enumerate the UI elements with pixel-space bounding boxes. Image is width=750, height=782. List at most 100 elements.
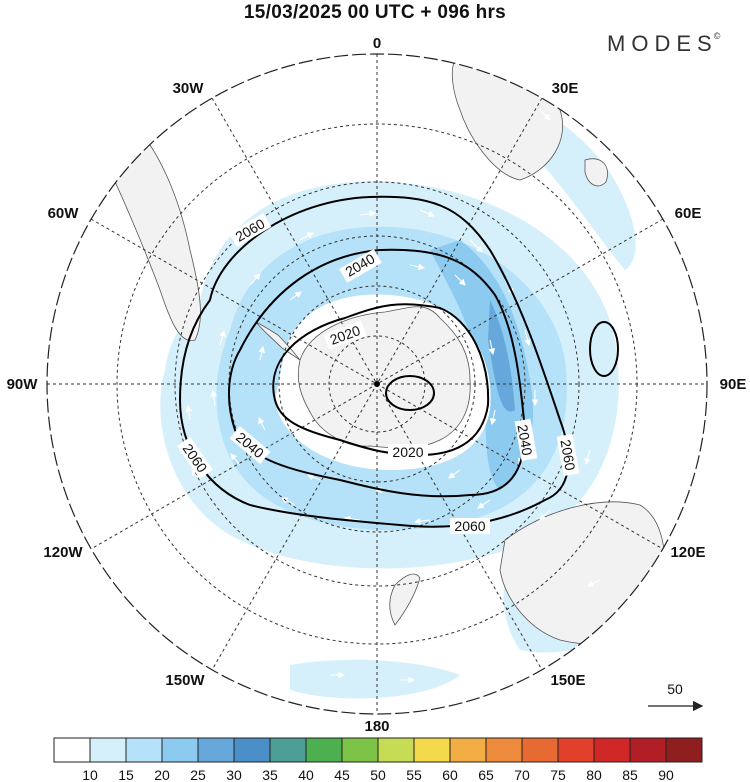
- contour-label: 2060: [557, 438, 578, 472]
- wind-vector: [539, 509, 551, 521]
- wind-vector: [359, 210, 377, 217]
- colorbar-swatch: [161, 737, 199, 763]
- colorbar-swatch: [665, 737, 703, 763]
- wind-vector: [409, 263, 426, 271]
- wind-speed-colorbar: 10 15 20 25 30 35 40 45 50 55 60 65 70 75 80 85 90: [53, 737, 703, 782]
- wind-vector: [524, 329, 531, 347]
- longitude-label: 90E: [720, 376, 747, 393]
- madagascar: [584, 158, 608, 187]
- contour-label: 2020: [392, 444, 423, 460]
- colorbar-tick-label: 45: [334, 767, 350, 782]
- wind-vector: [210, 389, 218, 406]
- wind-vector: [599, 259, 607, 276]
- colorbar-tick-label: 20: [154, 767, 170, 782]
- wind-vector: [489, 409, 497, 426]
- colorbar-tick-label: 40: [298, 767, 314, 782]
- polar-map: 2020 2020 2040 2040 2040 2060 2060 2060 …: [7, 35, 747, 735]
- new-zealand: [389, 573, 421, 626]
- wind-vector: [249, 273, 261, 286]
- longitude-label: 60E: [675, 205, 702, 222]
- wind-vector: [454, 274, 466, 286]
- reference-vector: 50: [648, 681, 704, 712]
- colorbar-swatch: [449, 737, 487, 763]
- modes-logo: MODES©: [607, 31, 720, 57]
- longitude-label: 180: [364, 718, 389, 735]
- wind-vector: [477, 499, 491, 509]
- longitude-labels: 0 30E 60E 90E 120E 150E 180 150W 120W 90…: [7, 35, 747, 735]
- colorbar-tick-label: 80: [586, 767, 602, 782]
- wind-vector: [488, 339, 496, 356]
- colorbar-swatch: [557, 737, 595, 763]
- colorbar-swatch: [125, 737, 163, 763]
- wind-vector: [448, 469, 461, 479]
- jet-core-max: [488, 300, 515, 412]
- colorbar-boxes: [53, 737, 703, 763]
- wind-vector: [258, 345, 265, 361]
- longitude-label: 60W: [48, 205, 80, 222]
- colorbar-swatch: [305, 737, 343, 763]
- colorbar-tick-label: 75: [550, 767, 566, 782]
- longitude-label: 120W: [43, 544, 83, 561]
- colorbar-tick-label: 30: [226, 767, 242, 782]
- colorbar-swatch: [197, 737, 235, 763]
- colorbar-tick-label: 50: [370, 767, 386, 782]
- longitude-label: 30W: [173, 80, 205, 97]
- wind-vector: [258, 417, 266, 431]
- copyright-mark: ©: [713, 31, 721, 41]
- colorbar-tick-label: 10: [82, 767, 98, 782]
- colorbar-swatch: [413, 737, 451, 763]
- wind-vector: [609, 159, 617, 173]
- colorbar-tick-label: 90: [658, 767, 674, 782]
- colorbar-labels: 10 15 20 25 30 35 40 45 50 55 60 65 70 75 80 85 90: [82, 767, 674, 782]
- wind-vector: [587, 579, 601, 587]
- longitude-label: 0: [373, 35, 381, 52]
- antarctic-peninsula: [255, 321, 301, 361]
- wind-vector: [539, 109, 551, 121]
- colorbar-swatch: [53, 737, 91, 763]
- colorbar-tick-label: 15: [118, 767, 134, 782]
- wind-vector: [343, 515, 361, 522]
- wind-vector: [299, 232, 314, 241]
- colorbar-swatch: [485, 737, 523, 763]
- contour-2020: [272, 303, 490, 457]
- wind-vector: [230, 453, 241, 466]
- contour-2020-closed-low: [385, 375, 435, 411]
- colorbar-tick-label: 35: [262, 767, 278, 782]
- south-pole-marker: [374, 381, 380, 387]
- wind-vector: [306, 474, 321, 481]
- contour-label: 2060: [454, 518, 485, 534]
- wind-vector: [219, 329, 226, 346]
- brand-name: MODES: [607, 31, 718, 56]
- colorbar-tick-label: 55: [406, 767, 422, 782]
- colorbar-tick-label: 85: [622, 767, 638, 782]
- colorbar-tick-label: 60: [442, 767, 458, 782]
- longitude-label: 30E: [552, 80, 579, 97]
- colorbar-swatch: [377, 737, 415, 763]
- reference-vector-label: 50: [667, 681, 683, 697]
- latitude-circle: [174, 181, 580, 587]
- colorbar-swatch: [593, 737, 631, 763]
- wind-vector: [413, 518, 431, 525]
- map-border: [46, 53, 708, 715]
- tasmania: [581, 652, 604, 670]
- wind-vector: [289, 291, 302, 301]
- colorbar-swatch: [629, 737, 667, 763]
- colorbar-swatch: [89, 737, 127, 763]
- colorbar-swatch: [341, 737, 379, 763]
- colorbar-swatch: [233, 737, 271, 763]
- wind-vector: [419, 209, 436, 217]
- colorbar-tick-label: 25: [190, 767, 206, 782]
- contour-2060-closed-ring: [589, 321, 619, 377]
- wind-vector: [469, 239, 483, 253]
- contour-label: 2040: [514, 423, 535, 457]
- longitude-label: 150E: [550, 672, 585, 689]
- shading-south: [290, 659, 460, 699]
- longitude-label: 120E: [670, 544, 705, 561]
- wind-vector: [185, 404, 193, 421]
- colorbar-swatch: [269, 737, 307, 763]
- longitude-label: 90W: [7, 376, 39, 393]
- colorbar-tick-label: 70: [514, 767, 530, 782]
- shading-northeast: [460, 80, 636, 270]
- wind-vector: [569, 209, 579, 223]
- longitude-label: 150W: [165, 672, 205, 689]
